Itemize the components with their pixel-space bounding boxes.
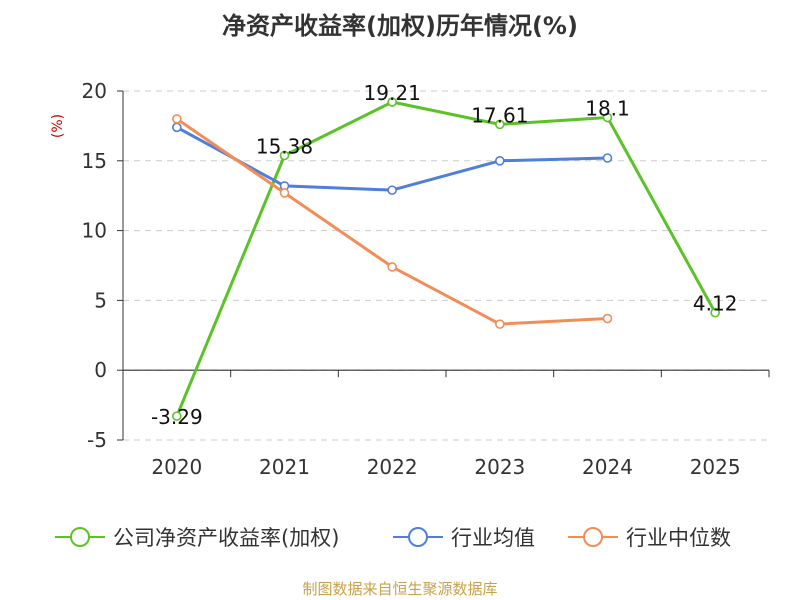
x-tick-label: 2021 bbox=[259, 455, 310, 479]
series-line-2 bbox=[175, 117, 608, 326]
chart-title: 净资产收益率(加权)历年情况(%) bbox=[222, 12, 578, 40]
data-point-0 bbox=[710, 307, 720, 318]
data-point-2 bbox=[172, 114, 182, 124]
data-label: 15.38 bbox=[256, 134, 313, 158]
y-tick-label: 10 bbox=[82, 219, 107, 243]
data-label: 4.12 bbox=[693, 292, 738, 316]
data-point-0 bbox=[495, 119, 505, 130]
data-label: 19.21 bbox=[364, 81, 421, 105]
y-tick-label: 20 bbox=[82, 79, 107, 103]
data-point-1 bbox=[172, 122, 182, 133]
data-label: 18.1 bbox=[585, 97, 630, 121]
legend-label: 行业中位数 bbox=[626, 526, 731, 550]
data-label: -3.29 bbox=[151, 405, 203, 429]
series-group bbox=[172, 97, 720, 421]
x-tick-label: 2022 bbox=[367, 455, 418, 479]
legend-label: 行业均值 bbox=[451, 526, 535, 550]
data-point-0 bbox=[602, 112, 613, 123]
data-point-1 bbox=[387, 185, 397, 195]
x-tick-label: 2024 bbox=[582, 455, 633, 479]
data-label: 17.61 bbox=[471, 103, 528, 127]
y-tick-label: -5 bbox=[87, 428, 107, 452]
series-line-0 bbox=[175, 100, 717, 417]
series-line-1 bbox=[176, 125, 608, 192]
legend-swatch-marker bbox=[70, 527, 90, 547]
data-point-2 bbox=[495, 319, 505, 329]
x-tick-label: 2020 bbox=[151, 455, 202, 479]
data-point-1 bbox=[602, 153, 613, 163]
legend: 公司净资产收益率(加权) 行业均值 行业中位数 bbox=[55, 526, 731, 550]
data-point-2 bbox=[602, 313, 613, 324]
y-axis-unit: (%) bbox=[50, 114, 66, 138]
data-point-0 bbox=[172, 411, 182, 421]
legend-swatch-marker bbox=[408, 527, 428, 547]
data-point-2 bbox=[387, 262, 397, 272]
y-tick-label: 0 bbox=[94, 358, 107, 382]
data-point-0 bbox=[279, 150, 290, 161]
x-tick-label: 2023 bbox=[474, 455, 525, 479]
data-labels: -3.29 15.38 19.21 17.61 18.1 4.12 bbox=[151, 81, 737, 429]
gridlines bbox=[123, 90, 769, 441]
data-point-1 bbox=[495, 156, 505, 166]
axes: 20 15 10 5 0 -5 2020 2021 2022 2023 2024 2025 bbox=[82, 79, 770, 479]
x-tick-label: 2025 bbox=[690, 455, 741, 479]
legend-label: 公司净资产收益率(加权) bbox=[113, 526, 339, 550]
y-tick-label: 15 bbox=[82, 149, 107, 173]
legend-swatch-marker bbox=[583, 527, 603, 547]
data-point-0 bbox=[387, 97, 397, 107]
data-point-2 bbox=[279, 188, 290, 198]
source-note: 制图数据来自恒生聚源数据库 bbox=[302, 580, 497, 598]
y-tick-label: 5 bbox=[94, 288, 107, 312]
